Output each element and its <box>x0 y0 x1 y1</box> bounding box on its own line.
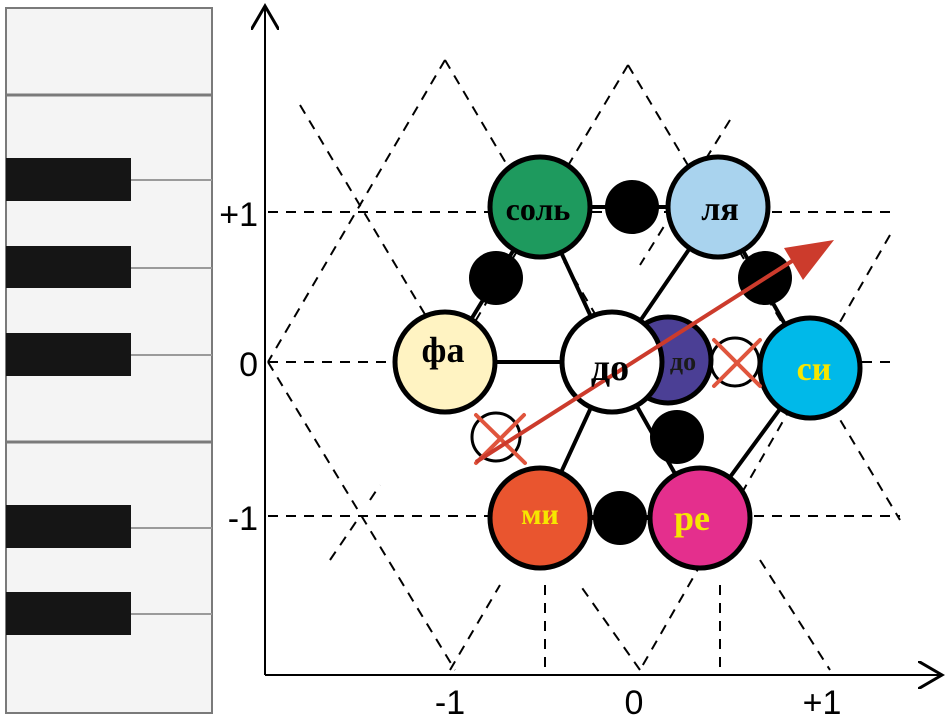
note-label-do: до <box>591 347 629 389</box>
note-labels: соль ля фа до до си ми ре <box>422 191 832 538</box>
black-node <box>469 251 523 305</box>
black-key <box>6 333 131 376</box>
note-label-fa: фа <box>422 330 465 370</box>
cross-icon <box>712 338 762 388</box>
note-circle-re <box>647 465 753 571</box>
note-label-si: си <box>797 351 832 388</box>
black-node <box>593 491 647 545</box>
note-circle-si <box>757 315 863 421</box>
y-tick-label: +1 <box>219 196 258 234</box>
arrow-shaft <box>474 254 802 464</box>
note-circle-sol <box>487 154 593 260</box>
x-tick-label: +1 <box>803 684 842 722</box>
note-circle-mi <box>487 465 593 571</box>
note-circle-do <box>559 309 665 415</box>
x-tick-label: 0 <box>625 684 644 722</box>
arrow-head-icon <box>784 240 834 280</box>
note-circles <box>392 154 863 571</box>
note-label-mi: ми <box>521 498 559 531</box>
direction-arrow <box>474 240 834 464</box>
y-tick-label: -1 <box>228 500 258 538</box>
axes <box>265 8 940 675</box>
note-circle-fa <box>392 309 498 415</box>
note-circle-la <box>665 154 771 260</box>
black-node <box>650 410 704 464</box>
note-label-do-sharp: до <box>670 347 696 376</box>
black-nodes <box>469 180 792 545</box>
piano-keyboard <box>5 7 213 714</box>
black-key <box>6 592 131 635</box>
black-node <box>605 180 659 234</box>
note-label-sol: соль <box>506 191 571 227</box>
note-label-re: ре <box>674 498 710 538</box>
note-label-la: ля <box>701 191 738 228</box>
black-key <box>6 505 131 548</box>
x-tick-label: -1 <box>435 684 465 722</box>
black-key <box>6 246 131 288</box>
y-tick-label: 0 <box>239 346 258 384</box>
black-key <box>6 158 131 201</box>
axis-labels: -1 0 +1 +1 0 -1 <box>219 196 841 722</box>
